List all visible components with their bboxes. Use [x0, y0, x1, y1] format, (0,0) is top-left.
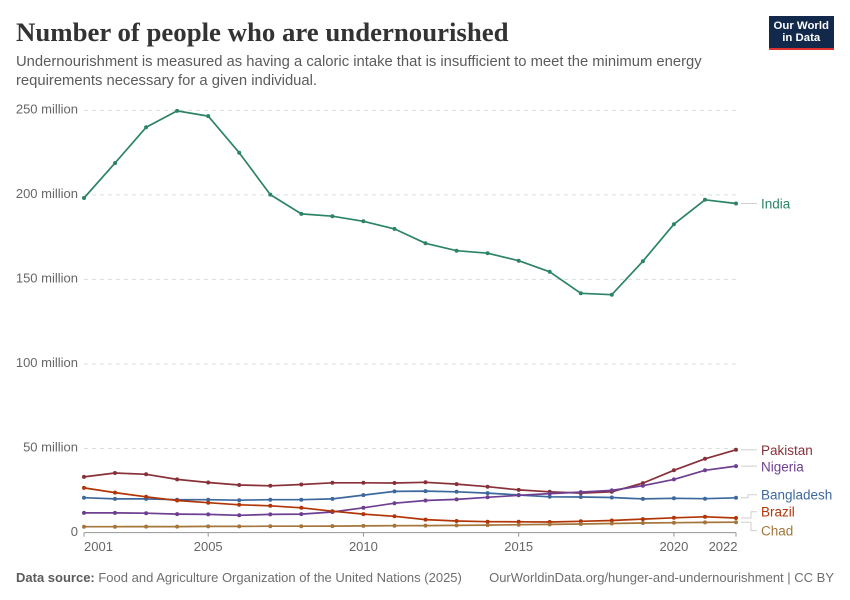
svg-text:100 million: 100 million: [16, 355, 78, 370]
svg-text:50 million: 50 million: [23, 440, 78, 455]
svg-text:Chad: Chad: [761, 524, 793, 539]
svg-text:2020: 2020: [659, 539, 688, 554]
svg-text:2022: 2022: [709, 539, 738, 554]
svg-text:India: India: [761, 197, 791, 212]
svg-text:200 million: 200 million: [16, 186, 78, 201]
svg-text:0: 0: [71, 524, 78, 539]
svg-text:Brazil: Brazil: [761, 505, 795, 520]
svg-text:2010: 2010: [349, 539, 378, 554]
svg-text:250 million: 250 million: [16, 102, 78, 117]
svg-text:2001: 2001: [84, 539, 113, 554]
svg-text:2015: 2015: [504, 539, 533, 554]
svg-text:2005: 2005: [194, 539, 223, 554]
svg-text:Nigeria: Nigeria: [761, 459, 804, 474]
svg-text:Pakistan: Pakistan: [761, 443, 813, 458]
svg-text:Bangladesh: Bangladesh: [761, 487, 832, 502]
svg-text:150 million: 150 million: [16, 271, 78, 286]
